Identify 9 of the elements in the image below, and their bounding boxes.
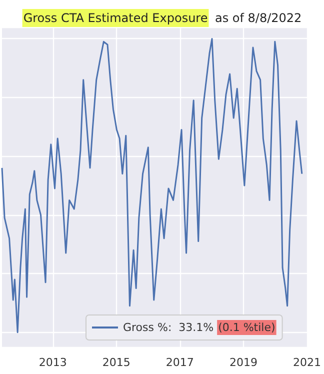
- x-tick-label: 2015: [102, 356, 130, 369]
- x-tick-label: 2019: [229, 356, 258, 369]
- legend-label: Gross %: 33.1%: [123, 321, 218, 334]
- chart-subtitle: as of 8/8/2022: [214, 11, 302, 25]
- x-tick-label: 2017: [166, 356, 194, 369]
- chart-title: Gross CTA Estimated Exposure: [23, 11, 208, 25]
- annotation: (0.1 %tile): [218, 321, 276, 334]
- x-tick-label: 2013: [38, 356, 67, 369]
- x-tick-label: 2021: [293, 356, 322, 369]
